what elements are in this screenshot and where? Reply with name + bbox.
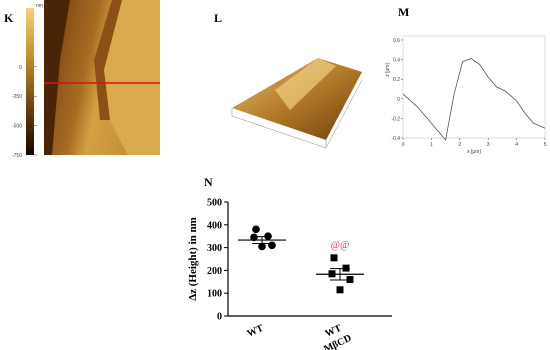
panel-label: M <box>398 5 409 19</box>
data-point <box>336 286 344 294</box>
afm-3d <box>231 58 363 149</box>
surface-ridge <box>275 58 336 110</box>
y-tick-label: 0.6 <box>393 38 400 44</box>
afm-dark-region <box>44 0 70 155</box>
colorbar-tick-label: 0 <box>19 65 22 71</box>
x-tick-label: 4 <box>515 142 518 148</box>
error-bar <box>252 236 272 244</box>
x-tick-label: 3 <box>487 142 490 148</box>
y-axis-label: z [µm] <box>385 63 391 77</box>
y-axis-label: Δz (Height) in nm <box>187 217 199 301</box>
panel-label: L <box>214 11 222 25</box>
data-point <box>330 254 338 262</box>
afm-ridge <box>100 0 160 155</box>
colorbar-tick-label: -750 <box>12 153 22 159</box>
y-tick-label: 0 <box>397 97 400 103</box>
data-point <box>258 242 266 251</box>
afm-step <box>94 0 122 120</box>
y-tick-label: 500 <box>207 198 222 209</box>
y-tick-label: 0 <box>217 312 222 323</box>
y-tick-label: 0.4 <box>393 58 400 64</box>
y-tick-label: -0.2 <box>391 116 400 122</box>
y-tick-label: 200 <box>207 266 222 277</box>
data-point <box>268 241 276 250</box>
y-tick-label: 0.2 <box>393 77 400 83</box>
plot-frame <box>402 35 546 139</box>
profile-line <box>402 58 546 141</box>
x-tick-label: 2 <box>458 142 461 148</box>
data-point <box>252 225 260 234</box>
box-edge <box>231 108 327 149</box>
panel-label: N <box>204 175 213 189</box>
y-tick-label: 300 <box>207 243 222 254</box>
colorbar-tick-label: -250 <box>12 94 22 100</box>
y-tick-label: 100 <box>207 289 222 300</box>
x-axis-label: x [µm] <box>467 149 481 155</box>
colorbar-unit: nm <box>36 3 43 9</box>
y-tick-label: 400 <box>207 220 222 231</box>
afm-image <box>26 0 160 155</box>
x-tick-label: 1 <box>430 142 433 148</box>
colorbar-tick-label: -500 <box>12 124 22 130</box>
y-tick-label: -0.4 <box>391 136 400 142</box>
panel-label: K <box>4 11 14 25</box>
data-point <box>250 233 258 242</box>
box-edge <box>325 79 363 149</box>
error-bar <box>330 268 350 281</box>
x-tick-label: 0 <box>402 142 405 148</box>
colorbar <box>26 8 34 155</box>
x-tick-label: 5 <box>544 142 547 148</box>
x-tick-label: WT <box>246 323 266 340</box>
significance: @@ <box>331 240 349 251</box>
